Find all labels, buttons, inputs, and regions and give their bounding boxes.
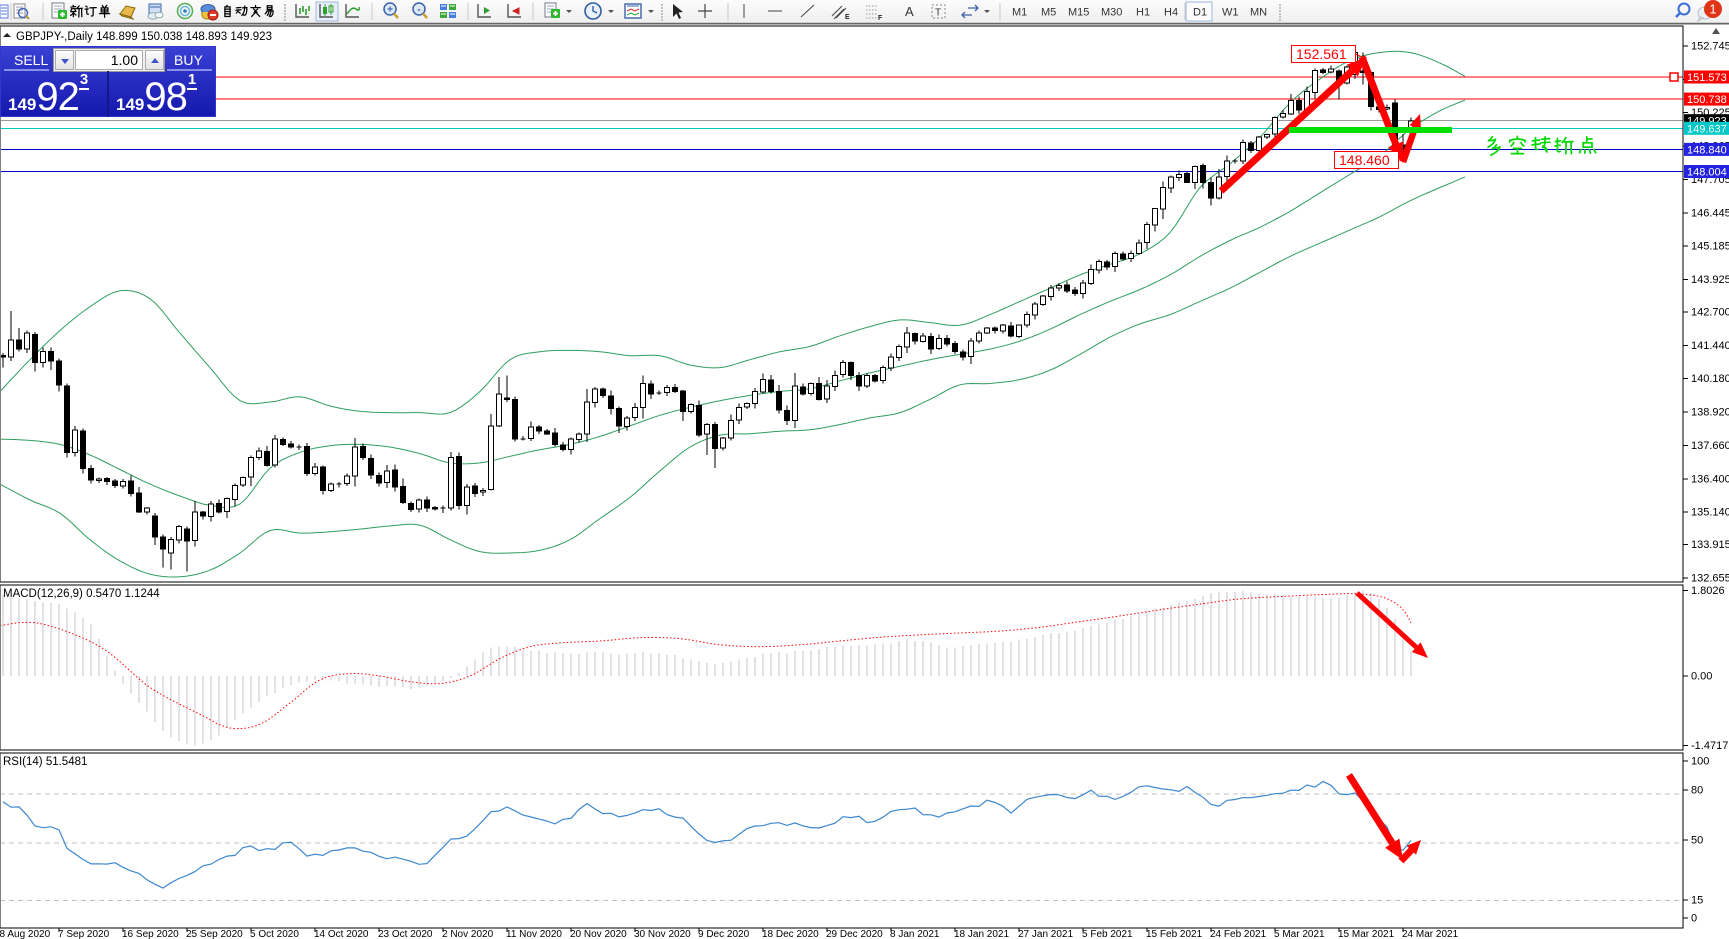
svg-text:148.460: 148.460 [1339,152,1390,168]
svg-text:152.561: 152.561 [1296,46,1347,62]
svg-text:133.915: 133.915 [1691,539,1729,551]
svg-text:18 Dec 2020: 18 Dec 2020 [762,929,819,939]
svg-text:24 Feb 2021: 24 Feb 2021 [1210,929,1267,939]
svg-text:18 Jan 2021: 18 Jan 2021 [954,929,1009,939]
svg-text:1: 1 [1709,2,1716,17]
svg-text:135.140: 135.140 [1691,507,1729,519]
svg-text:-1.4717: -1.4717 [1691,740,1728,752]
svg-text:137.660: 137.660 [1691,440,1729,452]
svg-text:5 Mar 2021: 5 Mar 2021 [1274,929,1325,939]
svg-text:MACD(12,26,9) 0.5470 1.1244: MACD(12,26,9) 0.5470 1.1244 [3,588,160,600]
svg-text:149.637: 149.637 [1687,123,1727,135]
svg-text:A: A [905,4,914,19]
svg-text:146.445: 146.445 [1691,207,1729,219]
svg-text:11 Nov 2020: 11 Nov 2020 [506,929,562,939]
svg-text:30 Nov 2020: 30 Nov 2020 [634,929,691,939]
svg-text:W1: W1 [1222,7,1239,19]
svg-text:20 Nov 2020: 20 Nov 2020 [570,929,627,939]
svg-text:0: 0 [1691,913,1697,925]
svg-text:150.738: 150.738 [1687,94,1727,106]
svg-text:143.925: 143.925 [1691,274,1729,286]
svg-text:15: 15 [1691,895,1703,907]
svg-text:8 Jan 2021: 8 Jan 2021 [890,929,940,939]
svg-text:RSI(14) 51.5481: RSI(14) 51.5481 [3,756,87,768]
svg-text:141.440: 141.440 [1691,340,1729,352]
svg-text:136.400: 136.400 [1691,473,1729,485]
svg-text:28 Aug 2020: 28 Aug 2020 [0,929,51,939]
svg-text:F: F [878,15,883,22]
svg-text:M15: M15 [1068,7,1089,19]
svg-text:9 Dec 2020: 9 Dec 2020 [698,929,750,939]
svg-text:H4: H4 [1164,7,1178,19]
svg-text:2 Nov 2020: 2 Nov 2020 [442,929,494,939]
svg-text:1.8026: 1.8026 [1691,585,1725,597]
svg-text:7 Sep 2020: 7 Sep 2020 [58,929,110,939]
svg-text:+: + [387,5,393,16]
svg-text:148.004: 148.004 [1687,167,1727,179]
svg-text:5 Feb 2021: 5 Feb 2021 [1082,929,1133,939]
svg-text:29 Dec 2020: 29 Dec 2020 [826,929,883,939]
svg-text:MN: MN [1250,7,1267,19]
svg-text:M5: M5 [1041,7,1056,19]
svg-text:24 Mar 2021: 24 Mar 2021 [1402,929,1459,939]
svg-text:27 Jan 2021: 27 Jan 2021 [1018,929,1073,939]
svg-text:15 Mar 2021: 15 Mar 2021 [1338,929,1395,939]
svg-text:142.700: 142.700 [1691,307,1729,319]
svg-text:25 Sep 2020: 25 Sep 2020 [186,929,243,939]
svg-text:E: E [845,14,850,21]
svg-text:152.745: 152.745 [1691,41,1729,53]
svg-text:80: 80 [1691,785,1703,797]
svg-text:132.655: 132.655 [1691,573,1729,585]
svg-text:151.573: 151.573 [1687,72,1727,84]
svg-text:138.920: 138.920 [1691,407,1729,419]
svg-text:M1: M1 [1012,7,1027,19]
svg-text:0.00: 0.00 [1691,671,1712,683]
svg-text:16 Sep 2020: 16 Sep 2020 [122,929,179,939]
svg-text:M30: M30 [1101,7,1122,19]
svg-text:GBPJPY-,Daily 148.899 150.038: GBPJPY-,Daily 148.899 150.038 148.893 14… [16,31,272,43]
svg-text:148.840: 148.840 [1687,144,1727,156]
svg-text:14 Oct 2020: 14 Oct 2020 [314,929,369,939]
svg-text:5 Oct 2020: 5 Oct 2020 [250,929,299,939]
svg-text:D1: D1 [1193,7,1207,19]
svg-text:T: T [935,8,941,19]
svg-text:15 Feb 2021: 15 Feb 2021 [1146,929,1203,939]
svg-text:50: 50 [1691,835,1703,847]
svg-text:23 Oct 2020: 23 Oct 2020 [378,929,433,939]
svg-text:145.185: 145.185 [1691,241,1729,253]
svg-text:140.180: 140.180 [1691,373,1729,385]
svg-text:H1: H1 [1136,7,1150,19]
svg-text:-: - [417,5,420,16]
svg-text:100: 100 [1691,756,1709,768]
